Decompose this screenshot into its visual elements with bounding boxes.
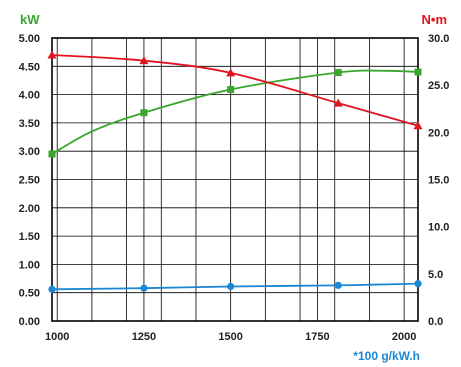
- data-point-circle: [334, 281, 342, 289]
- y-right-tick-label: 5.0: [428, 269, 443, 281]
- data-point-square: [227, 86, 235, 94]
- data-point-triangle: [226, 68, 236, 77]
- y-right-tick-label: 10.0: [428, 222, 449, 234]
- x-tick-label: 1500: [218, 331, 242, 343]
- y-left-tick-label: 1.50: [19, 231, 40, 243]
- data-point-square: [48, 150, 56, 158]
- y-axis-right-label: N•m: [422, 12, 448, 27]
- data-point-triangle: [139, 56, 149, 65]
- y-right-tick-label: 20.0: [428, 127, 449, 139]
- y-axis-left-label: kW: [20, 12, 40, 27]
- y-left-tick-label: 3.50: [19, 118, 40, 130]
- data-point-triangle: [47, 50, 57, 59]
- tick-labels: 5.00 4.50 4.00 3.50 3.00 2.50 2.00 1.50 1.00 0.50…: [19, 33, 450, 343]
- grid-lines: [52, 37, 418, 322]
- y-right-tick-label: 0.0: [428, 316, 443, 328]
- x-tick-label: 2000: [392, 331, 416, 343]
- data-point-circle: [48, 285, 56, 293]
- y-left-tick-label: 0.50: [19, 288, 40, 300]
- series-line-square: [51, 69, 419, 155]
- data-point-triangle: [413, 121, 423, 130]
- y-right-tick-label: 25.0: [428, 80, 449, 92]
- data-point-circle: [414, 280, 422, 288]
- data-point-triangle: [333, 98, 343, 107]
- x-axis-unit-label: *100 g/kW.h: [353, 349, 420, 363]
- y-left-tick-label: 2.00: [19, 203, 40, 215]
- x-tick-label: 1750: [305, 331, 329, 343]
- y-right-tick-label: 30.0: [428, 33, 449, 45]
- y-left-tick-label: 0.00: [19, 316, 40, 328]
- series-line-circle: [51, 282, 419, 291]
- data-point-square: [414, 68, 422, 76]
- x-tick-label: 1000: [45, 331, 69, 343]
- y-left-tick-label: 4.00: [19, 90, 40, 102]
- series-layer: [47, 50, 423, 293]
- x-tick-label: 1250: [132, 331, 156, 343]
- series-line-triangle: [51, 54, 419, 127]
- y-left-tick-label: 3.00: [19, 146, 40, 158]
- data-point-square: [140, 109, 148, 117]
- data-point-circle: [140, 284, 148, 292]
- data-point-square: [334, 69, 342, 77]
- y-right-tick-label: 15.0: [428, 175, 449, 187]
- y-left-tick-label: 2.50: [19, 175, 40, 187]
- plot-frame: [51, 37, 419, 322]
- y-left-tick-label: 4.50: [19, 61, 40, 73]
- y-left-tick-label: 5.00: [19, 33, 40, 45]
- y-left-tick-label: 1.00: [19, 259, 40, 271]
- data-point-circle: [227, 282, 235, 291]
